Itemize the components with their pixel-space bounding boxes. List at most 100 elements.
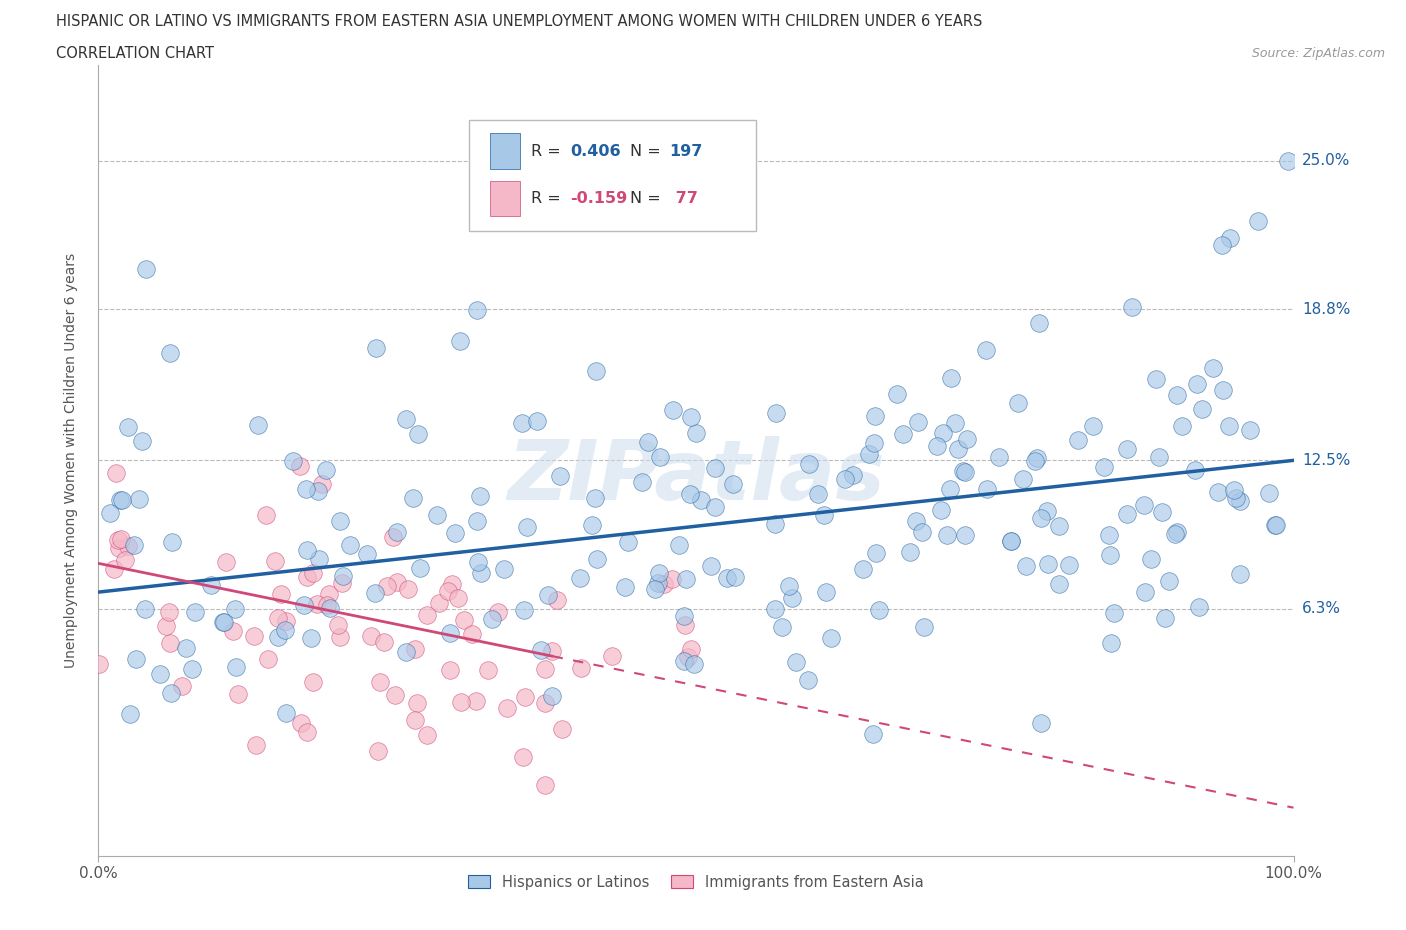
Point [785, 655, 807, 670]
Point [581, 518, 603, 533]
Point [1184, 463, 1206, 478]
Point [898, 544, 921, 559]
Point [426, 507, 449, 522]
Point [125, 652, 148, 667]
Point [301, 674, 323, 689]
Point [703, 460, 725, 475]
Point [1000, 534, 1022, 549]
Point [329, 630, 352, 644]
Point [1024, 454, 1046, 469]
Point [1166, 388, 1188, 403]
Point [402, 490, 425, 505]
Point [1036, 556, 1059, 571]
Point [316, 597, 339, 612]
Point [689, 492, 711, 507]
Point [107, 540, 129, 555]
Point [569, 660, 592, 675]
Point [679, 409, 702, 424]
Y-axis label: Unemployment Among Women with Children Under 6 years: Unemployment Among Women with Children U… [63, 253, 77, 668]
Point [1166, 525, 1188, 540]
Point [468, 488, 491, 503]
Point [925, 438, 948, 453]
Point [326, 618, 349, 632]
Point [481, 611, 503, 626]
Point [363, 586, 385, 601]
Point [1225, 490, 1247, 505]
Point [450, 695, 472, 710]
Point [1191, 402, 1213, 417]
Point [675, 571, 697, 586]
Point [703, 499, 725, 514]
Point [678, 650, 700, 665]
Point [160, 686, 183, 701]
Point [160, 535, 183, 550]
Point [661, 572, 683, 587]
Point [904, 513, 927, 528]
Point [1115, 441, 1137, 456]
Point [174, 640, 197, 655]
Point [159, 345, 181, 360]
Text: CORRELATION CHART: CORRELATION CHART [56, 46, 214, 61]
Point [311, 476, 333, 491]
Point [406, 427, 429, 442]
Point [1028, 316, 1050, 331]
Point [385, 575, 408, 590]
Text: ZIPatlas: ZIPatlas [508, 435, 884, 517]
Point [935, 528, 957, 543]
Point [339, 538, 361, 552]
Point [1202, 361, 1225, 376]
Point [263, 554, 285, 569]
Point [1147, 449, 1170, 464]
Point [868, 602, 890, 617]
Point [103, 561, 125, 576]
Point [387, 525, 409, 539]
Point [246, 418, 269, 432]
Point [254, 508, 277, 523]
Point [943, 416, 966, 431]
Point [537, 588, 560, 603]
Point [648, 450, 671, 465]
Point [1188, 600, 1211, 615]
Point [215, 554, 238, 569]
Point [245, 737, 267, 752]
Text: 0.406: 0.406 [571, 144, 621, 159]
Point [1258, 485, 1281, 500]
Point [1212, 382, 1234, 397]
Point [267, 630, 290, 644]
Point [1264, 518, 1286, 533]
Point [540, 644, 562, 658]
Point [276, 706, 298, 721]
Point [1153, 611, 1175, 626]
Point [644, 582, 666, 597]
Point [295, 482, 318, 497]
Point [107, 533, 129, 548]
Point [486, 604, 509, 619]
Point [118, 706, 141, 721]
Point [222, 624, 245, 639]
Point [360, 628, 382, 643]
Point [763, 602, 786, 617]
Point [114, 552, 136, 567]
Point [437, 583, 460, 598]
Point [292, 597, 315, 612]
Point [274, 614, 297, 629]
Text: R =: R = [531, 144, 567, 159]
Point [439, 626, 461, 641]
Point [1265, 518, 1288, 533]
Point [614, 580, 637, 595]
Point [976, 481, 998, 496]
Point [912, 619, 935, 634]
Point [956, 432, 979, 446]
Point [225, 659, 247, 674]
Point [172, 679, 194, 694]
Point [460, 627, 482, 642]
Point [332, 575, 354, 590]
Point [939, 482, 962, 497]
Point [492, 562, 515, 577]
Point [533, 662, 555, 677]
Point [813, 508, 835, 523]
Point [974, 342, 997, 357]
Point [834, 472, 856, 487]
Point [315, 463, 337, 478]
Point [395, 412, 418, 427]
